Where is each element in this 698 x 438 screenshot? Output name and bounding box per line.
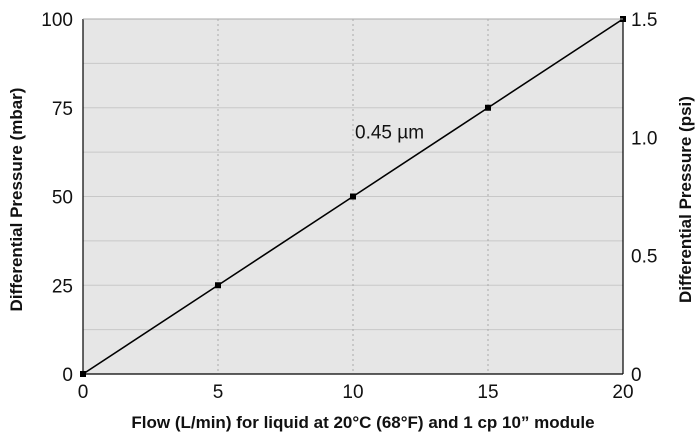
series-point xyxy=(215,282,221,289)
x-tick-label: 20 xyxy=(612,382,633,403)
series-annotation: 0.45 µm xyxy=(355,123,424,144)
x-axis-title: Flow (L/min) for liquid at 20°C (68°F) a… xyxy=(131,413,594,432)
y2-tick-label: 0 xyxy=(631,365,642,386)
x-tick-label: 15 xyxy=(477,382,498,403)
y-tick-label: 0 xyxy=(62,365,73,386)
axes xyxy=(82,18,624,375)
x-tick-label: 5 xyxy=(213,382,224,403)
x-tick-label: 0 xyxy=(78,382,89,403)
y-tick-label: 25 xyxy=(52,276,73,297)
annotations: 0.45 µm xyxy=(355,123,424,144)
y2-tick-label: 1.0 xyxy=(631,128,657,149)
y-tick-label: 50 xyxy=(52,188,73,209)
y-tick-label: 75 xyxy=(52,99,73,120)
y-axis-title: Differential Pressure (mbar) xyxy=(7,88,26,312)
y2-tick-label: 0.5 xyxy=(631,247,657,268)
series-point xyxy=(485,104,491,111)
y-tick-label: 100 xyxy=(41,10,73,31)
y2-tick-label: 1.5 xyxy=(631,10,657,31)
series-point xyxy=(350,193,356,200)
gridlines xyxy=(83,19,623,374)
y2-axis-title: Differential Pressure (psi) xyxy=(676,96,695,303)
axis-titles: Flow (L/min) for liquid at 20°C (68°F) a… xyxy=(7,88,695,432)
x-tick-label: 10 xyxy=(342,382,363,403)
